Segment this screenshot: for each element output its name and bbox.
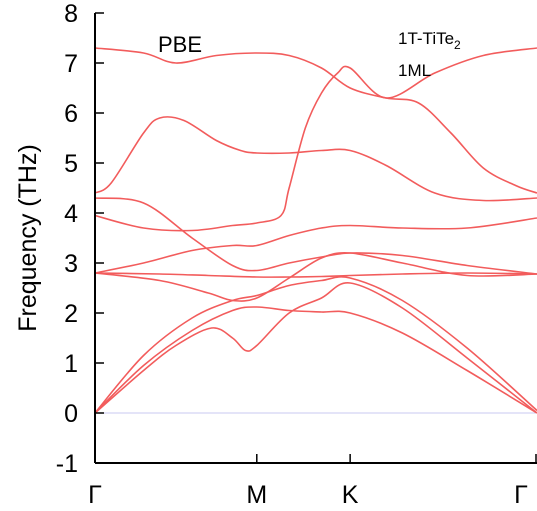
phonon-branch-6: [94, 197, 537, 275]
x-tick-label: Γ: [88, 481, 102, 509]
y-tick-label: 2: [64, 300, 78, 328]
phonon-branch-9: [94, 116, 537, 202]
y-tick-label: 4: [64, 200, 78, 228]
plot-area: [94, 47, 537, 414]
y-tick-label: 1: [64, 350, 78, 378]
tick-labels: 8 7 6 5 4 3 2 1 0 -1 Γ M K Γ: [56, 0, 528, 509]
phonon-branch-2: [94, 306, 537, 414]
material-subscript: 2: [454, 38, 461, 52]
phonon-branch-7: [94, 217, 537, 274]
phonon-branch-1: [94, 282, 537, 414]
y-tick-label: 7: [64, 50, 78, 78]
y-tick-label: 0: [64, 400, 78, 428]
phonon-branch-10: [94, 47, 537, 194]
x-tick-label: K: [342, 481, 359, 509]
y-tick-label: 5: [64, 150, 78, 178]
material-label: 1T-TiTe2: [398, 29, 461, 52]
y-tick-label: -1: [56, 450, 78, 478]
phonon-branch-3: [94, 276, 537, 414]
y-axis-label: Frequency (THz): [14, 144, 42, 332]
y-tick-label: 8: [64, 0, 78, 28]
y-tick-label: 6: [64, 100, 78, 128]
phonon-branch-4: [94, 252, 537, 302]
x-tick-label: Γ: [514, 481, 528, 509]
layer-count-label: 1ML: [398, 61, 431, 80]
phonon-branch-8: [94, 47, 537, 232]
phonon-branch-5: [94, 272, 537, 278]
material-name: 1T-TiTe: [398, 29, 454, 48]
x-tick-label: M: [246, 481, 267, 509]
axes: [94, 12, 537, 464]
y-tick-label: 3: [64, 250, 78, 278]
method-label: PBE: [158, 32, 202, 57]
